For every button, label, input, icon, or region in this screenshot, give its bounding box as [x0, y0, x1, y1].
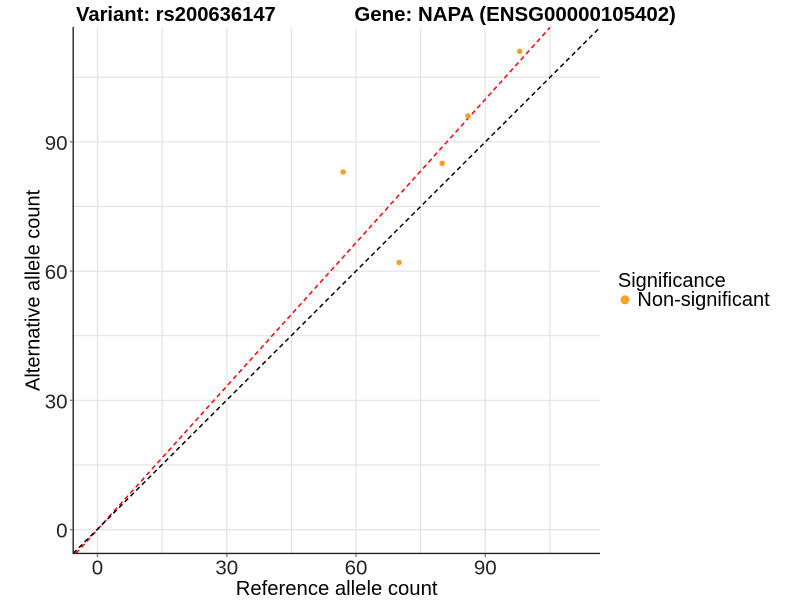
- svg-text:90: 90: [45, 132, 68, 155]
- svg-text:30: 30: [45, 390, 68, 413]
- svg-text:0: 0: [92, 557, 103, 580]
- svg-text:Non-significant: Non-significant: [637, 289, 770, 311]
- svg-text:90: 90: [474, 557, 497, 580]
- svg-text:0: 0: [56, 520, 67, 543]
- svg-text:Variant: rs200636147: Variant: rs200636147: [76, 4, 276, 26]
- svg-text:Alternative allele count: Alternative allele count: [23, 189, 45, 391]
- svg-text:Reference allele count: Reference allele count: [236, 578, 438, 600]
- svg-text:Gene: NAPA (ENSG00000105402): Gene: NAPA (ENSG00000105402): [354, 3, 675, 26]
- svg-text:30: 30: [215, 557, 238, 580]
- svg-text:Significance: Significance: [618, 270, 726, 292]
- svg-text:60: 60: [345, 557, 368, 580]
- svg-text:60: 60: [45, 261, 68, 284]
